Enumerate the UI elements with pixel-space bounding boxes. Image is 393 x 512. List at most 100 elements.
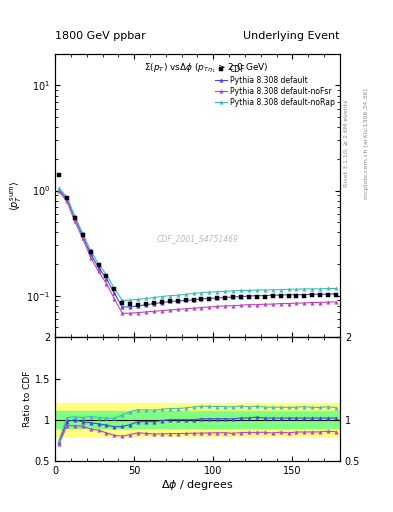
Pythia 8.308 default-noFsr [88,254,93,261]
CDF [128,301,132,307]
Pythia 8.308 default-noRap [72,213,77,219]
Pythia 8.308 default-noFsr [286,301,291,307]
Pythia 8.308 default-noFsr [128,310,132,316]
Pythia 8.308 default-noRap [223,288,228,294]
Pythia 8.308 default-noRap [207,289,212,295]
CDF [144,301,149,307]
Pythia 8.308 default-noFsr [270,301,275,307]
Pythia 8.308 default [175,298,180,304]
CDF [286,292,291,298]
CDF [207,296,212,302]
Pythia 8.308 default-noRap [318,286,323,292]
Line: Pythia 8.308 default: Pythia 8.308 default [57,188,338,309]
Pythia 8.308 default-noFsr [207,304,212,310]
Pythia 8.308 default-noFsr [175,306,180,312]
Pythia 8.308 default-noRap [88,247,93,253]
CDF [167,298,172,305]
CDF [160,299,164,305]
CDF [255,294,259,300]
CDF [239,294,243,301]
CDF [96,262,101,268]
Pythia 8.308 default-noFsr [278,301,283,307]
Pythia 8.308 default-noFsr [64,198,69,204]
Pythia 8.308 default [318,291,323,297]
Pythia 8.308 default-noRap [112,285,117,291]
Pythia 8.308 default-noFsr [104,281,109,287]
Pythia 8.308 default [160,300,164,306]
Text: Rivet 3.1.10, ≥ 2.6M events: Rivet 3.1.10, ≥ 2.6M events [344,100,349,187]
Pythia 8.308 default-noFsr [120,310,125,316]
CDF [231,294,235,301]
Pythia 8.308 default-noRap [255,287,259,293]
Pythia 8.308 default-noRap [191,290,196,296]
Pythia 8.308 default [64,196,69,202]
Pythia 8.308 default-noFsr [167,307,172,313]
Pythia 8.308 default-noRap [334,285,338,291]
CDF [136,302,140,308]
Pythia 8.308 default-noFsr [318,300,323,306]
Pythia 8.308 default [310,291,315,297]
Pythia 8.308 default-noFsr [231,303,235,309]
Pythia 8.308 default-noFsr [302,300,307,306]
Pythia 8.308 default-noFsr [326,299,331,305]
Line: CDF: CDF [57,173,338,307]
Pythia 8.308 default-noFsr [215,303,220,309]
Pythia 8.308 default-noRap [326,285,331,291]
Pythia 8.308 default [128,304,132,310]
Pythia 8.308 default-noFsr [80,236,85,242]
Text: $\Sigma(p_T)$ vs$\Delta\phi$ ($p_{T\eta_1}$ > 2.0 GeV): $\Sigma(p_T)$ vs$\Delta\phi$ ($p_{T\eta_… [144,62,268,75]
Pythia 8.308 default-noRap [215,289,220,295]
CDF [326,292,331,298]
Pythia 8.308 default [294,292,299,298]
Pythia 8.308 default-noRap [57,185,61,191]
Pythia 8.308 default [334,291,338,297]
Pythia 8.308 default [183,297,188,304]
Pythia 8.308 default-noFsr [160,308,164,314]
Pythia 8.308 default [72,215,77,221]
Pythia 8.308 default-noFsr [239,302,243,308]
CDF [183,297,188,304]
Y-axis label: Ratio to CDF: Ratio to CDF [23,371,32,428]
CDF [152,300,156,306]
Pythia 8.308 default [144,302,149,308]
Pythia 8.308 default-noRap [231,288,235,294]
Pythia 8.308 default [112,290,117,296]
Pythia 8.308 default [152,301,156,307]
Pythia 8.308 default-noRap [152,294,156,301]
Pythia 8.308 default [278,292,283,298]
CDF [318,292,323,298]
Pythia 8.308 default-noFsr [310,300,315,306]
Line: Pythia 8.308 default-noFsr: Pythia 8.308 default-noFsr [57,190,338,315]
Pythia 8.308 default [80,233,85,239]
Pythia 8.308 default-noFsr [183,306,188,312]
CDF [334,292,338,298]
Pythia 8.308 default-noRap [302,286,307,292]
Pythia 8.308 default [57,186,61,193]
Pythia 8.308 default-noFsr [191,305,196,311]
Pythia 8.308 default [246,293,251,299]
Pythia 8.308 default-noRap [286,286,291,292]
CDF [294,292,299,298]
Pythia 8.308 default-noRap [167,292,172,298]
Pythia 8.308 default-noFsr [263,301,267,307]
Y-axis label: $\langle p_T^{\rm sum}\rangle$: $\langle p_T^{\rm sum}\rangle$ [8,181,24,211]
CDF [112,286,117,292]
Legend: CDF, Pythia 8.308 default, Pythia 8.308 default-noFsr, Pythia 8.308 default-noRa: CDF, Pythia 8.308 default, Pythia 8.308 … [214,63,336,108]
Pythia 8.308 default-noFsr [152,308,156,314]
Pythia 8.308 default-noRap [104,272,109,278]
Pythia 8.308 default-noFsr [294,300,299,306]
Pythia 8.308 default-noRap [120,297,125,304]
Pythia 8.308 default [207,295,212,302]
Pythia 8.308 default-noRap [239,287,243,293]
Pythia 8.308 default-noRap [160,293,164,300]
CDF [270,293,275,299]
CDF [302,292,307,298]
Text: CDF_2001_S4751469: CDF_2001_S4751469 [156,233,239,243]
Text: 1800 GeV ppbar: 1800 GeV ppbar [55,31,146,41]
Pythia 8.308 default-noRap [136,296,140,303]
Pythia 8.308 default-noRap [294,286,299,292]
Pythia 8.308 default [302,292,307,298]
Pythia 8.308 default [191,297,196,303]
Pythia 8.308 default-noRap [144,295,149,302]
Pythia 8.308 default-noFsr [223,303,228,309]
